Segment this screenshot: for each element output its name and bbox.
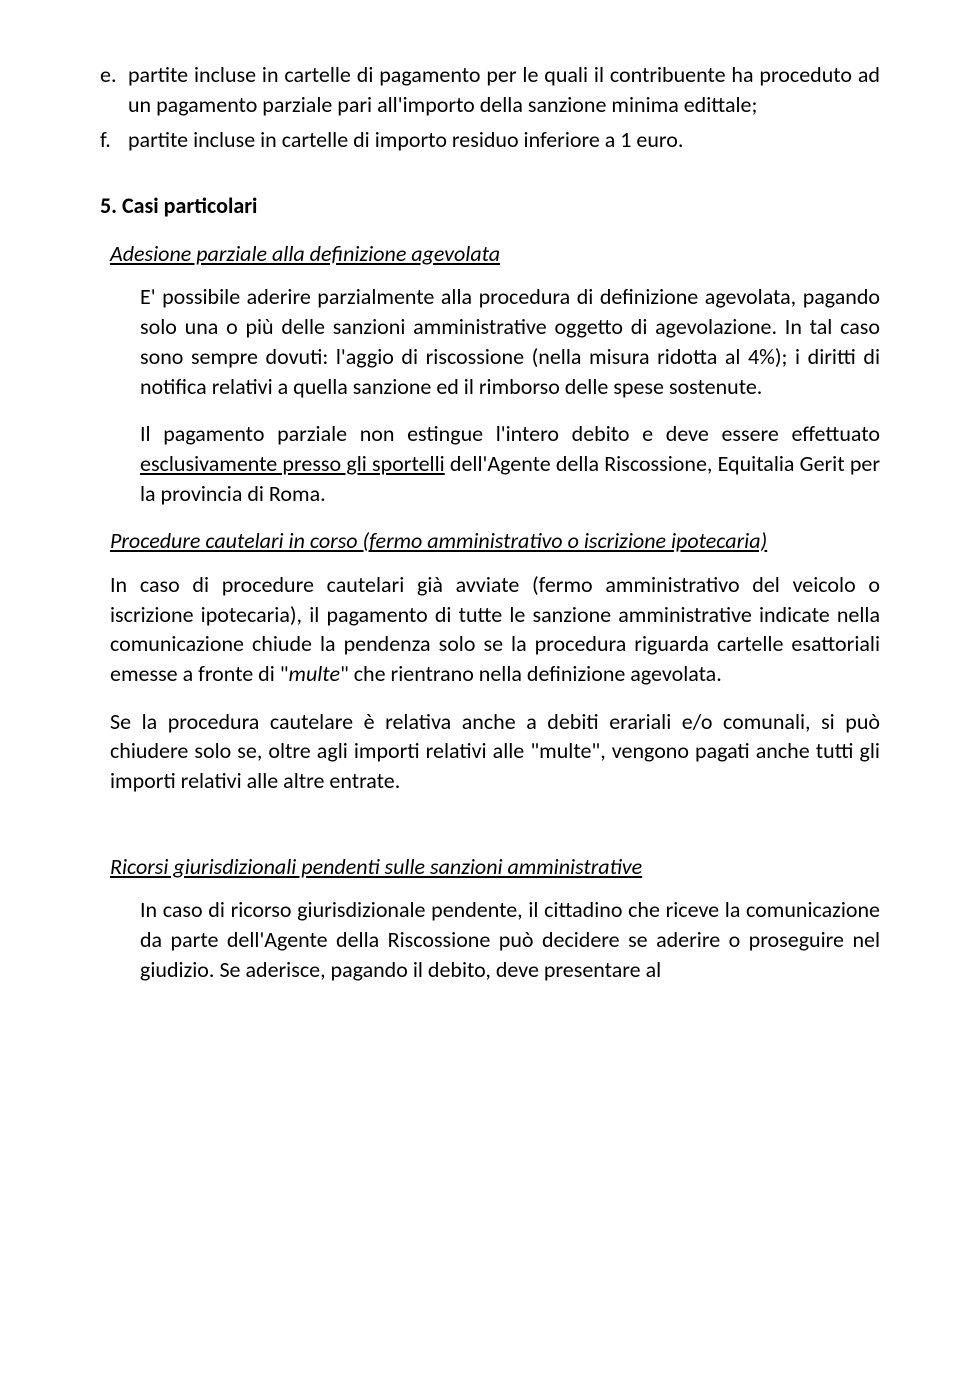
sub1-p2: Il pagamento parziale non estingue l'int… [140,419,880,508]
section-number: 5. [100,192,117,219]
sub2-title: Procedure cautelari in corso (fermo ammi… [110,526,880,556]
sub2-p1-italic: multe [289,660,340,687]
sub2-p1: In caso di procedure cautelari già avvia… [110,570,880,689]
section-5-heading: 5. Casi particolari [100,191,880,221]
sub3-p1: In caso di ricorso giurisdizionale pende… [140,895,880,984]
sub1-p1: E' possibile aderire parzialmente alla p… [140,282,880,401]
list-item-e: e. partite incluse in cartelle di pagame… [100,60,880,119]
sub3-title: Ricorsi giurisdizionali pendenti sulle s… [110,852,880,882]
sub1-title: Adesione parziale alla definizione agevo… [110,239,880,269]
sub2-p1-b: " che rientrano nella definizione agevol… [340,660,722,687]
list-item-f: f. partite incluse in cartelle di import… [100,125,880,155]
list-marker: e. [100,60,128,119]
sub2-p2: Se la procedura cautelare è relativa anc… [110,707,880,796]
section-title: Casi particolari [122,192,257,219]
sub1-p2-a: Il pagamento parziale non estingue l'int… [140,420,880,447]
sub1-p2-underline: esclusivamente presso gli sportelli [140,450,445,477]
list-text: partite incluse in cartelle di importo r… [128,125,880,155]
list-text: partite incluse in cartelle di pagamento… [128,60,880,119]
list-marker: f. [100,125,128,155]
